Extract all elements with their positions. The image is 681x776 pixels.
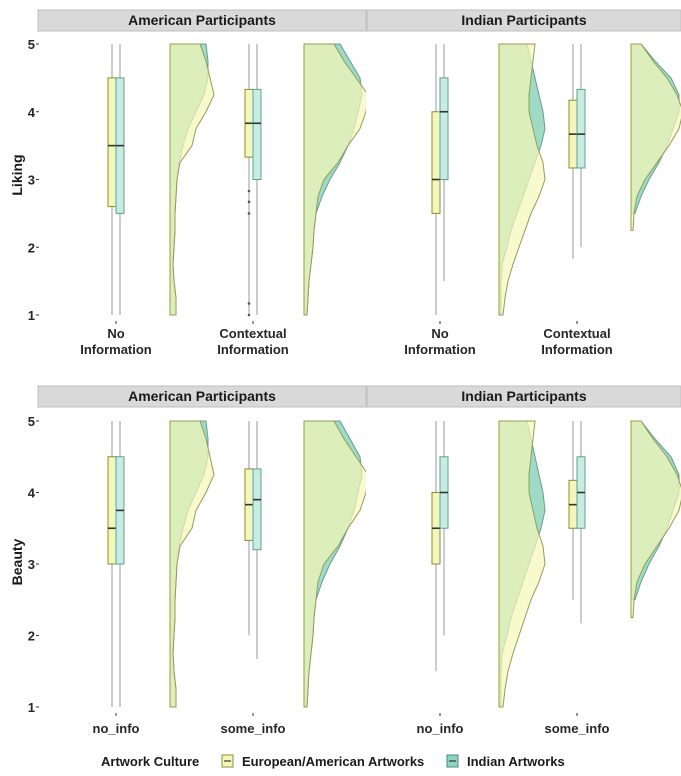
y-tick-label: 4 (28, 486, 36, 501)
facet-strip-label: Indian Participants (461, 12, 586, 28)
facet-strip (366, 9, 681, 32)
x-tick-label: Contextual (543, 326, 610, 341)
y-tick-label: 1 (28, 308, 35, 323)
violin-european-artworks (169, 43, 215, 316)
facet-panel: American ParticipantsNoInformationContex… (37, 9, 367, 357)
violin-european-artworks (498, 420, 546, 708)
facet-strip (37, 385, 367, 408)
box-iqr (576, 88, 586, 169)
y-tick-label: 1 (28, 700, 35, 715)
legend: Artwork Culture European/American Artwork… (101, 754, 565, 769)
box-european-artworks (431, 44, 441, 315)
legend-item-label: European/American Artworks (242, 754, 424, 769)
violin-european-artworks (169, 420, 215, 708)
box-european-artworks (107, 44, 117, 315)
outlier-point (247, 212, 251, 215)
violin-european-artworks (630, 420, 681, 619)
box-indian-artworks (252, 44, 262, 315)
box-indian-artworks (115, 421, 125, 707)
y-tick-label: 4 (28, 105, 36, 120)
y-axis-title: Liking (9, 154, 25, 195)
facet-panel: Indian Participants no_info some_info (366, 385, 681, 736)
legend-key (446, 754, 459, 768)
y-tick-label: 3 (28, 173, 35, 188)
x-tick-label: Contextual (219, 326, 286, 341)
legend-key (221, 754, 234, 768)
outlier-point (247, 189, 251, 193)
x-tick-label: No (107, 326, 124, 341)
violin-european-artworks (303, 420, 366, 708)
box-iqr (107, 456, 117, 565)
box-european-artworks (107, 421, 117, 707)
y-tick-label: 5 (28, 414, 35, 429)
box-iqr (252, 88, 262, 180)
panel-plot-area (107, 420, 366, 708)
box-european-artworks (568, 421, 578, 600)
box-indian-artworks (252, 421, 262, 660)
y-axis-title: Beauty (9, 538, 25, 585)
x-tick-label: some_info (220, 721, 285, 736)
y-tick-label: 5 (28, 37, 35, 52)
x-tick-label: No (431, 326, 448, 341)
x-tick-label: no_info (417, 721, 464, 736)
box-iqr (431, 111, 441, 214)
box-iqr (107, 77, 117, 208)
x-tick-label: some_info (544, 721, 609, 736)
violin-european-artworks (630, 43, 681, 231)
facet-strip-label: Indian Participants (461, 388, 586, 404)
box-european-artworks (431, 421, 441, 672)
panel-plot-area (431, 420, 681, 708)
x-tick-label: Information (217, 342, 289, 357)
violin-european-artworks (498, 43, 546, 316)
panel-plot-area (431, 43, 681, 316)
box-indian-artworks (576, 421, 586, 624)
box-indian-artworks (439, 421, 449, 636)
y-tick-label: 2 (28, 240, 35, 255)
box-iqr (439, 77, 449, 180)
outlier-point (247, 302, 251, 305)
facet-strip-label: American Participants (128, 12, 276, 28)
box-european-artworks (568, 44, 578, 259)
facet-strip (37, 9, 367, 32)
box-indian-artworks (576, 44, 586, 248)
chart-row-beauty: Beauty 1 2 3 4 5 American Participants no_info s… (9, 385, 681, 736)
x-tick-label: Information (404, 342, 476, 357)
outlier-point (247, 313, 251, 317)
box-indian-artworks (439, 44, 449, 282)
legend-title: Artwork Culture (101, 754, 199, 769)
x-tick-label: Information (80, 342, 152, 357)
panel-plot-area (107, 43, 366, 317)
box-indian-artworks (115, 44, 125, 315)
facet-panel: American Participants no_info some_info (37, 385, 367, 736)
facet-strip (366, 385, 681, 408)
facet-panel: Indian ParticipantsNoInformationContextu… (366, 9, 681, 357)
box-european-artworks (244, 44, 254, 315)
box-european-artworks (244, 421, 254, 636)
violin-european-artworks (303, 43, 366, 316)
outlier-point (247, 200, 251, 204)
facet-strip-label: American Participants (128, 388, 276, 404)
x-tick-label: Information (541, 342, 613, 357)
y-tick-label: 3 (28, 557, 35, 572)
x-tick-label: no_info (93, 721, 140, 736)
box-iqr (252, 468, 262, 551)
y-tick-label: 2 (28, 629, 35, 644)
legend-item-label: Indian Artworks (467, 754, 565, 769)
